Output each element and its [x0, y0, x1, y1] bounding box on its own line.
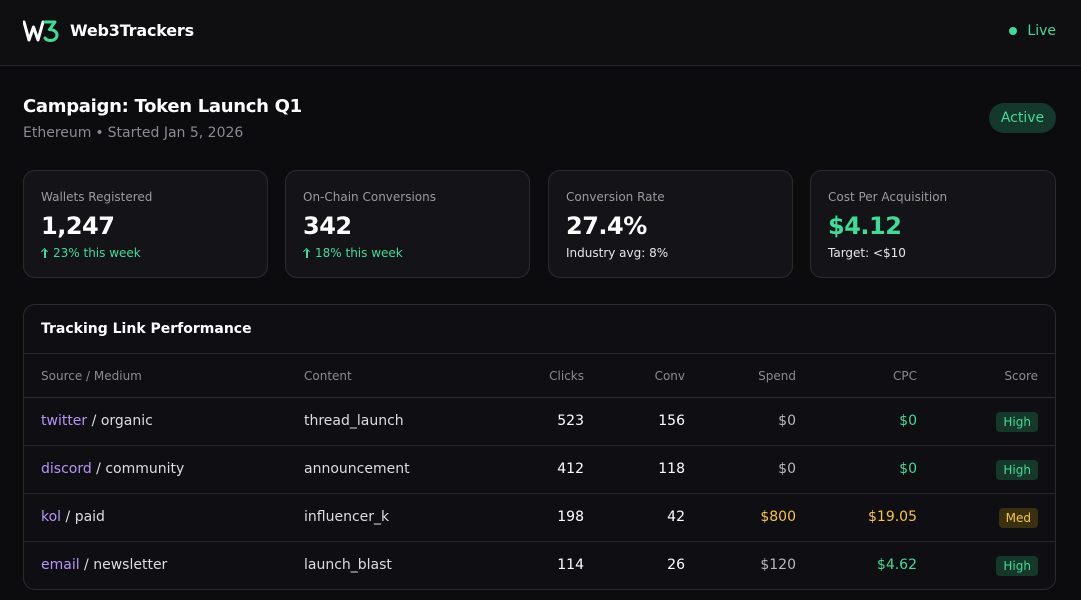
conv-cell: 156	[658, 413, 685, 429]
cpc-cell: $4.62	[876, 557, 917, 573]
conv-cell: 118	[658, 461, 685, 477]
campaign-start-date: Started Jan 5, 2026	[107, 125, 244, 141]
medium: paid	[74, 509, 105, 525]
clicks-cell: 114	[557, 557, 584, 573]
medium: newsletter	[93, 557, 168, 573]
medium: organic	[100, 413, 153, 429]
metric-label: Conversion Rate	[566, 190, 665, 204]
spend-cell: $0	[778, 461, 796, 477]
content-cell: influencer_k	[304, 509, 390, 525]
column-header-cpc[interactable]: CPC	[893, 369, 917, 383]
metric-value: 27.4%	[566, 212, 647, 240]
metric-value: 342	[303, 212, 352, 240]
metric-card-wallets-registered: Wallets Registered 1,247 23% this week	[23, 170, 268, 278]
table-row[interactable]: twitter / organic thread_launch 523 156 …	[24, 398, 1055, 446]
clicks-cell: 523	[557, 413, 584, 429]
conv-cell: 42	[667, 509, 685, 525]
spend-cell: $0	[778, 413, 796, 429]
metric-note: Target: <$10	[828, 246, 906, 260]
source-link[interactable]: email	[41, 557, 80, 573]
score-badge: High	[996, 556, 1038, 576]
panel-divider	[24, 353, 1055, 354]
source-medium-cell: email / newsletter	[41, 557, 168, 573]
metric-label: Wallets Registered	[41, 190, 153, 204]
source-medium-cell: kol / paid	[41, 509, 105, 525]
trend-up-arrow-icon	[303, 248, 311, 258]
content-cell: announcement	[304, 461, 410, 477]
table-row[interactable]: kol / paid influencer_k 198 42 $800 $19.…	[24, 494, 1055, 542]
metric-card-cost-per-acquisition: Cost Per Acquisition $4.12 Target: <$10	[810, 170, 1056, 278]
metric-note: Industry avg: 8%	[566, 246, 669, 260]
metric-value: $4.12	[828, 212, 902, 240]
cpc-cell: $0	[899, 461, 917, 477]
campaign-subtitle: Ethereum • Started Jan 5, 2026	[23, 125, 243, 141]
column-header-spend[interactable]: Spend	[758, 369, 796, 383]
metric-trend-text: 23% this week	[53, 246, 141, 260]
column-header-score[interactable]: Score	[1004, 369, 1038, 383]
web3trackers-logo[interactable]	[23, 19, 59, 43]
clicks-cell: 412	[557, 461, 584, 477]
live-dot-icon	[1009, 27, 1018, 35]
source-medium-cell: twitter / organic	[41, 413, 153, 429]
tracking-link-performance-panel: Tracking Link Performance Source / Mediu…	[23, 304, 1056, 590]
source-link[interactable]: kol	[41, 509, 62, 525]
campaign-status-badge[interactable]: Active	[989, 103, 1056, 133]
spend-cell: $120	[760, 557, 796, 573]
column-header-source-medium[interactable]: Source / Medium	[41, 369, 142, 383]
clicks-cell: 198	[557, 509, 584, 525]
campaign-title: Campaign: Token Launch Q1	[23, 96, 302, 117]
live-label: Live	[1027, 23, 1056, 39]
top-bar: Web3Trackers Live	[0, 0, 1081, 66]
metric-label: On-Chain Conversions	[303, 190, 437, 204]
table-row[interactable]: discord / community announcement 412 118…	[24, 446, 1055, 494]
conv-cell: 26	[667, 557, 685, 573]
table-row[interactable]: email / newsletter launch_blast 114 26 $…	[24, 542, 1055, 589]
metric-card-on-chain-conversions: On-Chain Conversions 342 18% this week	[285, 170, 530, 278]
subtitle-separator: •	[95, 125, 104, 141]
brand-name[interactable]: Web3Trackers	[70, 21, 194, 40]
column-header-clicks[interactable]: Clicks	[549, 369, 584, 383]
metric-trend: 23% this week	[41, 246, 141, 260]
score-badge: High	[996, 460, 1038, 480]
source-medium-cell: discord / community	[41, 461, 185, 477]
panel-title: Tracking Link Performance	[41, 321, 252, 337]
score-badge: Med	[998, 508, 1038, 528]
content-cell: thread_launch	[304, 413, 404, 429]
table-header: Source / Medium Content Clicks Conv Spen…	[24, 354, 1055, 398]
campaign-network: Ethereum	[23, 125, 92, 141]
metric-label: Cost Per Acquisition	[828, 190, 948, 204]
metric-card-conversion-rate: Conversion Rate 27.4% Industry avg: 8%	[548, 170, 793, 278]
cpc-cell: $19.05	[868, 509, 917, 525]
source-link[interactable]: discord	[41, 461, 92, 477]
column-header-conv[interactable]: Conv	[654, 369, 685, 383]
live-indicator: Live	[1009, 23, 1056, 39]
source-link[interactable]: twitter	[41, 413, 88, 429]
trend-up-arrow-icon	[41, 248, 49, 258]
medium: community	[105, 461, 185, 477]
content-cell: launch_blast	[304, 557, 392, 573]
cpc-cell: $0	[899, 413, 917, 429]
metric-trend-text: 18% this week	[315, 246, 403, 260]
metric-value: 1,247	[41, 212, 115, 240]
column-header-content[interactable]: Content	[304, 369, 352, 383]
score-badge: High	[996, 412, 1038, 432]
metric-trend: 18% this week	[303, 246, 403, 260]
spend-cell: $800	[760, 509, 796, 525]
